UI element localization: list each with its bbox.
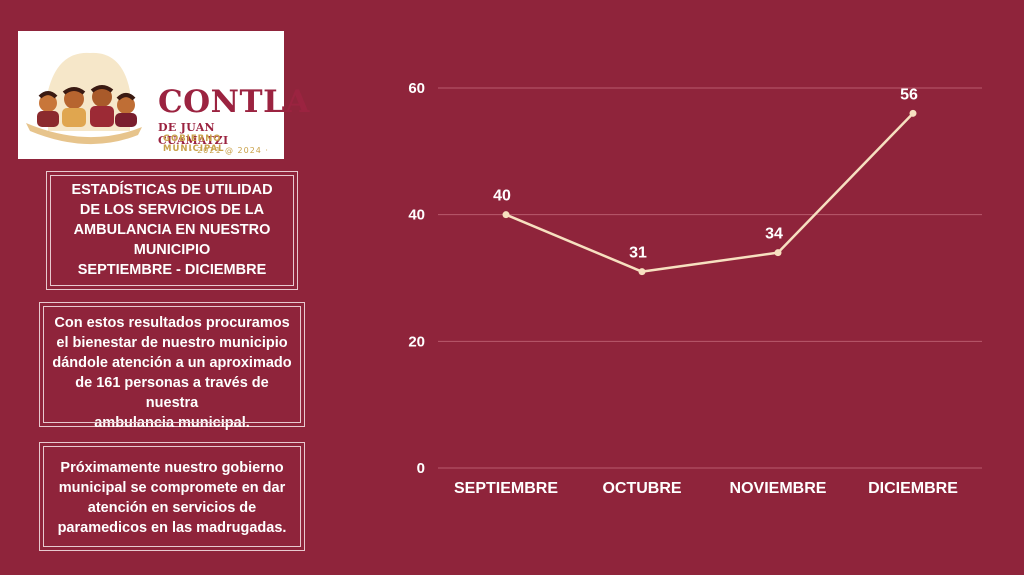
y-tick-label: 60 [408, 80, 425, 97]
data-label: 56 [900, 86, 918, 103]
title-panel: ESTADÍSTICAS DE UTILIDAD DE LOS SERVICIO… [46, 171, 298, 290]
x-tick-label: NOVIEMBRE [730, 480, 827, 497]
results-line: dándole atención a un aproximado [52, 355, 292, 371]
logo-title: CONTLA [158, 84, 310, 120]
ambulance-usage-line-chart: 0 20 40 60 40 SEPTIEMBRE 31 OCTUBRE 34 NOVIEMBRE 5… [408, 80, 982, 497]
title-line: DE LOS SERVICIOS DE LA [79, 202, 265, 218]
results-line: el bienestar de nuestro municipio [56, 335, 288, 351]
results-text: Con estos resultados procuramos el biene… [48, 313, 296, 433]
data-point [774, 249, 782, 257]
founders-illustration-icon [26, 52, 142, 145]
results-panel: Con estos resultados procuramos el biene… [39, 302, 305, 431]
results-line: de 161 personas a través de nuestra [75, 375, 269, 411]
data-label: 31 [629, 245, 647, 262]
data-point [502, 211, 510, 219]
y-tick-label: 20 [408, 333, 425, 350]
future-line: paramedicos en las madrugadas. [57, 520, 287, 536]
series-line [505, 112, 914, 273]
title-line: MUNICIPIO [133, 242, 211, 258]
x-tick-label: OCTUBRE [602, 480, 681, 497]
future-line: atención en servicios de [87, 500, 257, 516]
logo-subtitle: DE JUAN CUAMATZI [158, 121, 229, 147]
y-tick-label: 0 [417, 460, 425, 477]
data-label: 34 [765, 226, 783, 243]
future-panel: Próximamente nuestro gobierno municipal … [39, 442, 305, 551]
title-text: ESTADÍSTICAS DE UTILIDAD DE LOS SERVICIO… [55, 180, 289, 280]
data-label: 40 [493, 188, 511, 205]
results-line: ambulancia municipal. [94, 415, 250, 431]
results-line: Con estos resultados procuramos [54, 315, 290, 331]
future-line: Próximamente nuestro gobierno [60, 460, 284, 476]
future-text: Próximamente nuestro gobierno municipal … [48, 458, 296, 538]
data-point [638, 268, 646, 276]
x-tick-label: DICIEMBRE [868, 480, 958, 497]
x-tick-label: SEPTIEMBRE [454, 480, 558, 497]
logo-years: · 2021 @ 2024 · [190, 146, 269, 155]
title-line: AMBULANCIA EN NUESTRO [73, 222, 271, 238]
title-line: ESTADÍSTICAS DE UTILIDAD [71, 182, 273, 198]
title-line: SEPTIEMBRE - DICIEMBRE [77, 262, 267, 278]
municipal-logo: CONTLA DE JUAN CUAMATZI GOBIERNO MUNICIP… [18, 31, 309, 159]
future-line: municipal se compromete en dar [58, 480, 286, 496]
y-tick-label: 40 [408, 207, 425, 224]
data-point [909, 109, 917, 117]
logo-government-label: GOBIERNO MUNICIPAL [163, 134, 225, 154]
